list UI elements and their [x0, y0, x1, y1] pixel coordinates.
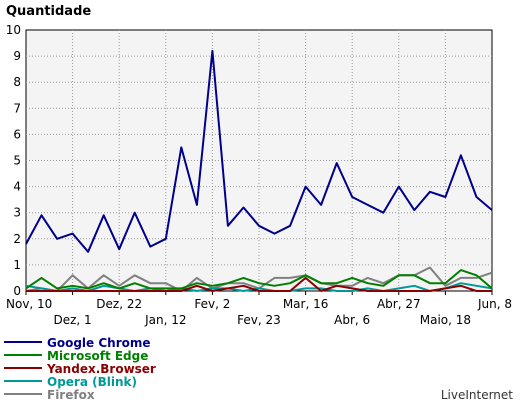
series-line-google-chrome: [25, 49, 493, 253]
y-tick-label: 10: [6, 23, 21, 37]
x-tick-label: Mar, 16: [283, 297, 329, 311]
series-line-microsoft-edge: [25, 269, 493, 290]
legend-label-opera-blink: Opera (Blink): [47, 375, 137, 389]
series-line-opera-blink: [25, 282, 493, 292]
legend-label-firefox: Firefox: [47, 388, 95, 402]
x-tick-label: Dez, 22: [96, 297, 142, 311]
legend-label-google-chrome: Google Chrome: [47, 336, 151, 350]
x-tick-label: Abr, 6: [334, 313, 370, 327]
x-tick-label: Abr, 27: [377, 297, 421, 311]
y-tick-label: 6: [13, 127, 21, 141]
y-axis: 0 1 2 3 4 5 6 7 8 9 10: [6, 23, 21, 298]
brand-label: LiveInternet: [441, 388, 513, 402]
y-tick-label: 4: [13, 180, 21, 194]
y-tick-label: 8: [13, 75, 21, 89]
y-tick-label: 3: [13, 206, 21, 220]
y-tick-label: 1: [13, 258, 21, 272]
x-tick-label: Maio, 18: [420, 313, 471, 327]
x-tick-label: Jan, 12: [144, 313, 186, 327]
y-tick-label: 7: [13, 101, 21, 115]
plot-area: [25, 29, 493, 292]
y-tick-label: 2: [13, 232, 21, 246]
legend-label-yandex-browser: Yandex.Browser: [46, 362, 156, 376]
x-tick-label: Nov, 10: [6, 297, 52, 311]
y-tick-label: 0: [13, 284, 21, 298]
legend-label-microsoft-edge: Microsoft Edge: [47, 349, 148, 363]
x-tick-label: Fev, 2: [194, 297, 230, 311]
series-lines: [25, 49, 493, 292]
series-line-yandex-browser: [26, 276, 492, 292]
x-tick-label: Dez, 1: [54, 313, 92, 327]
y-tick-label: 9: [13, 49, 21, 63]
y-tick-label: 5: [13, 154, 21, 168]
chart-title: Quantidade: [6, 4, 91, 19]
x-tick-label: Jun, 8: [477, 297, 512, 311]
x-tick-label: Fev, 23: [237, 313, 281, 327]
